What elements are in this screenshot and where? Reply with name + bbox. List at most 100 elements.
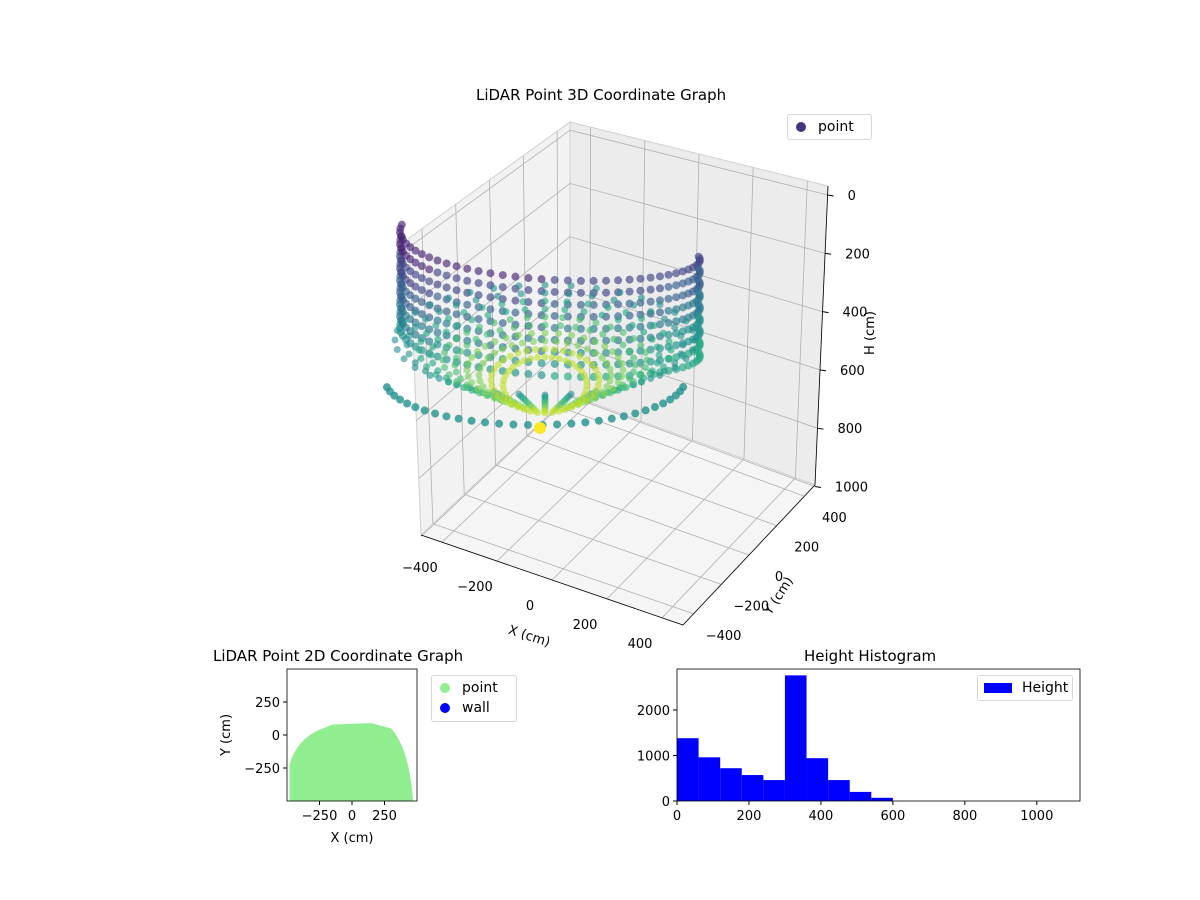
data-point	[433, 256, 442, 265]
data-point	[486, 269, 495, 278]
data-point	[534, 353, 542, 361]
data-point	[592, 387, 600, 395]
data-point	[425, 277, 434, 286]
data-point	[508, 342, 516, 350]
data-point	[637, 294, 645, 302]
data-point	[439, 356, 447, 364]
legend-label-wall: wall	[462, 700, 490, 716]
data-point	[417, 274, 426, 283]
data-point	[563, 372, 572, 381]
point-cloud	[382, 220, 704, 434]
data-point	[666, 395, 675, 404]
data-point	[592, 349, 600, 357]
data-point	[537, 371, 546, 380]
y-tick-label: 0	[272, 729, 280, 744]
data-point	[603, 383, 611, 391]
data-point	[641, 349, 649, 357]
data-point	[630, 301, 638, 309]
data-point	[525, 322, 533, 330]
x-tick-label: 600	[880, 809, 905, 824]
data-point	[460, 308, 468, 316]
data-point	[474, 315, 483, 324]
data-point	[671, 391, 680, 400]
data-point	[442, 328, 450, 336]
data-point	[648, 335, 656, 343]
data-point	[659, 329, 667, 337]
data-point	[396, 395, 405, 404]
data-point	[511, 272, 520, 281]
data-point	[541, 329, 549, 337]
data-point	[671, 309, 679, 316]
data-point	[420, 406, 429, 415]
x-tick-label: 200	[737, 809, 762, 824]
data-point	[559, 314, 567, 322]
data-point	[452, 286, 461, 295]
data-point	[502, 334, 510, 342]
data-point	[567, 282, 575, 290]
data-point	[463, 264, 472, 273]
hist-legend: Height	[977, 675, 1073, 701]
data-point	[433, 280, 442, 289]
data-point	[452, 274, 461, 283]
data-point	[671, 323, 679, 331]
data-point	[523, 420, 532, 429]
data-point	[588, 292, 596, 300]
data-point	[650, 322, 658, 329]
data-point	[541, 353, 549, 361]
data-point	[583, 345, 591, 353]
data-point	[689, 326, 697, 334]
data-point	[484, 354, 492, 362]
data-point	[425, 289, 434, 298]
z-axis-line	[814, 185, 829, 486]
data-point	[550, 275, 559, 284]
data-point	[672, 281, 681, 290]
data-point	[694, 312, 703, 321]
data-point	[411, 270, 420, 279]
z-tick	[824, 252, 832, 255]
data-point	[479, 383, 487, 391]
data-point	[563, 298, 571, 306]
data-point	[444, 315, 452, 323]
grid-line	[589, 127, 592, 403]
hist-bar	[698, 757, 721, 801]
grid-line	[495, 464, 750, 556]
data-point	[426, 371, 434, 379]
wall-marker-icon	[440, 703, 450, 713]
data-point	[616, 288, 624, 296]
data-point	[411, 403, 420, 412]
data-point	[433, 292, 442, 301]
data-point	[467, 416, 476, 425]
hist-bar	[741, 775, 764, 801]
legend-item-height: Height	[978, 678, 1072, 698]
data-point	[488, 371, 496, 379]
data-point	[619, 341, 627, 349]
data-point	[594, 416, 603, 425]
data-point	[494, 292, 502, 300]
data-point	[433, 268, 442, 277]
data-point	[647, 308, 655, 316]
y-tick-label: 400	[822, 511, 847, 526]
data-point	[548, 409, 556, 417]
data-point	[646, 285, 655, 294]
data-point	[677, 332, 685, 340]
data-point	[563, 324, 572, 333]
y-tick-label: −250	[244, 762, 280, 777]
data-point	[640, 328, 648, 336]
data-point	[445, 371, 453, 379]
y-axis-line	[682, 484, 816, 626]
data-point	[618, 372, 626, 380]
data-point	[506, 316, 514, 324]
data-point	[636, 274, 645, 283]
data-point	[630, 354, 638, 362]
data-point	[487, 376, 495, 384]
data-point	[411, 294, 420, 303]
z-tick	[819, 369, 827, 372]
data-point	[403, 399, 412, 408]
data-point	[541, 289, 549, 297]
data-point	[689, 346, 697, 354]
x-tick-label: 200	[573, 618, 598, 633]
data-point	[502, 308, 510, 316]
data-point	[574, 342, 582, 350]
data-point	[552, 338, 560, 346]
